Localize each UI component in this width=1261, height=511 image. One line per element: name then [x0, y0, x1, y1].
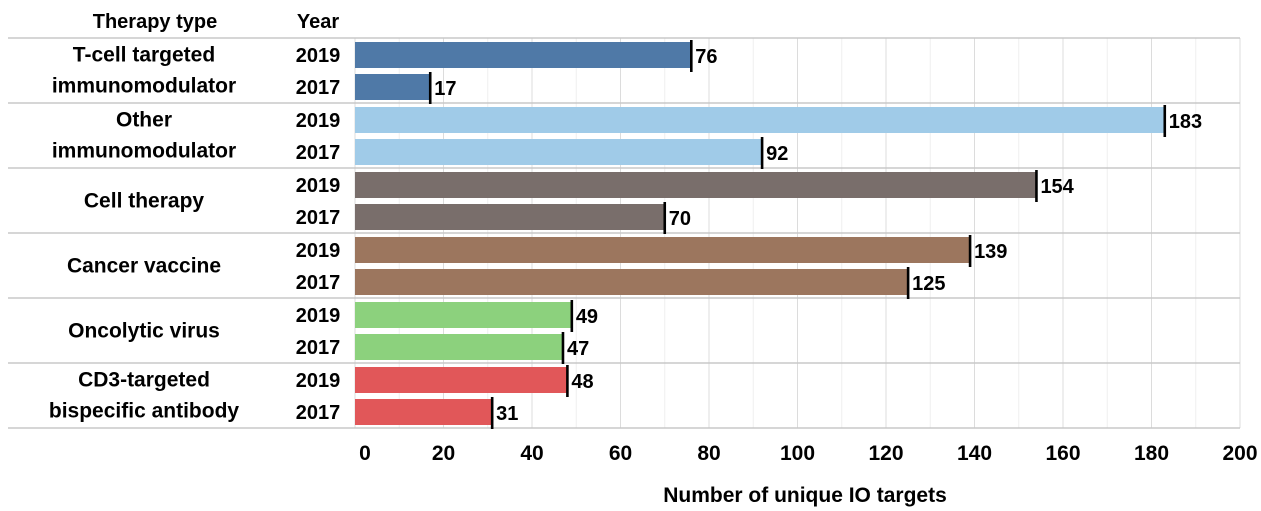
year-label: 2019 [296, 45, 341, 67]
data-label: 70 [669, 208, 691, 230]
year-label: 2019 [296, 305, 341, 327]
year-label: 2017 [296, 272, 341, 294]
x-tick-label: 180 [1134, 442, 1169, 465]
data-label: 48 [571, 371, 593, 393]
bar [355, 204, 665, 230]
year-label: 2019 [296, 370, 341, 392]
data-label: 17 [434, 78, 456, 100]
bar [355, 237, 971, 263]
group-label: Cancer vaccine [67, 255, 221, 278]
x-tick-label: 100 [780, 442, 815, 465]
x-tick-label: 0 [359, 442, 371, 465]
bar [355, 302, 572, 328]
year-label: 2017 [296, 207, 341, 229]
group-label: CD3-targeted [78, 369, 210, 392]
data-label: 125 [912, 273, 945, 295]
header-therapy-type: Therapy type [93, 11, 217, 33]
x-tick-label: 160 [1045, 442, 1080, 465]
group-label: immunomodulator [52, 75, 236, 98]
year-label: 2019 [296, 240, 341, 262]
header-year: Year [297, 11, 339, 33]
data-label: 76 [695, 46, 717, 68]
bar [355, 172, 1037, 198]
year-label: 2017 [296, 337, 341, 359]
bar [355, 107, 1165, 133]
data-label: 183 [1169, 111, 1202, 133]
data-label: 47 [567, 338, 589, 360]
data-label: 49 [576, 306, 598, 328]
x-tick-label: 140 [957, 442, 992, 465]
group-label: Cell therapy [84, 190, 205, 213]
x-axis: 0 20 40 60 80 100 120 140 160 180 200 [359, 442, 1257, 465]
group-label: Other [116, 109, 172, 132]
x-tick-label: 40 [520, 442, 543, 465]
group-label: immunomodulator [52, 140, 236, 163]
x-axis-label: Number of unique IO targets [663, 484, 947, 507]
group-label: T-cell targeted [73, 44, 215, 67]
bar [355, 399, 493, 425]
data-label: 31 [496, 403, 518, 425]
data-label: 154 [1040, 176, 1074, 198]
bar [355, 139, 763, 165]
category-labels: T-cell targeted immunomodulator 2019 2017 Ot… [49, 44, 340, 425]
year-label: 2019 [296, 175, 341, 197]
bar [355, 269, 909, 295]
x-tick-label: 80 [697, 442, 720, 465]
x-tick-label: 200 [1222, 442, 1257, 465]
x-tick-label: 60 [609, 442, 632, 465]
year-label: 2017 [296, 402, 341, 424]
data-label: 92 [766, 143, 788, 165]
x-tick-label: 120 [868, 442, 903, 465]
bar [355, 42, 692, 68]
group-label: Oncolytic virus [68, 320, 220, 343]
data-label: 139 [974, 241, 1007, 263]
group-label: bispecific antibody [49, 400, 240, 423]
year-label: 2017 [296, 77, 341, 99]
year-label: 2017 [296, 142, 341, 164]
bars: 76 17 183 92 154 70 139 125 49 47 48 31 [355, 40, 1202, 429]
bar [355, 367, 568, 393]
year-label: 2019 [296, 110, 341, 132]
x-tick-label: 20 [432, 442, 455, 465]
bar [355, 334, 563, 360]
bar [355, 74, 431, 100]
group-separators [8, 37, 1240, 429]
